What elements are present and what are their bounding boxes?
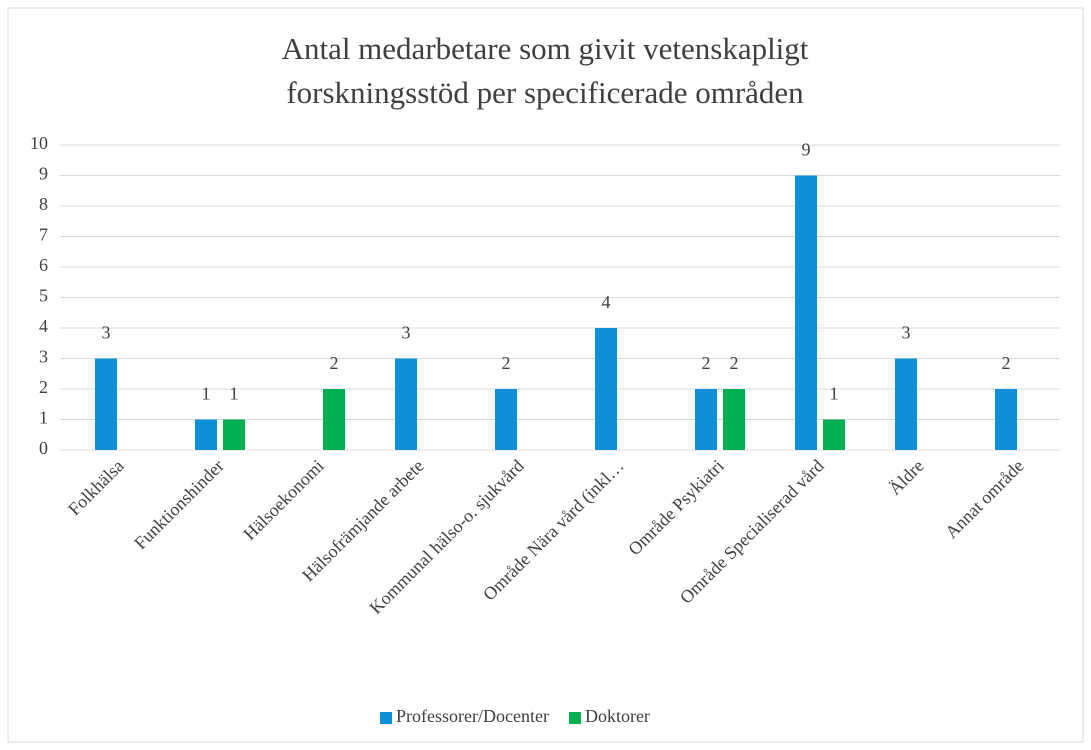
y-tick-label: 0 (39, 438, 48, 458)
data-label: 4 (602, 292, 611, 312)
legend-label: Doktorer (585, 706, 650, 726)
bar (795, 175, 817, 450)
y-tick-label: 6 (39, 255, 48, 275)
data-label: 9 (802, 140, 811, 160)
data-label: 1 (202, 384, 211, 404)
data-label: 2 (1002, 353, 1011, 373)
y-tick-label: 2 (39, 377, 48, 397)
data-label: 2 (330, 353, 339, 373)
legend-label: Professorer/Docenter (396, 706, 549, 726)
chart-border (7, 7, 1084, 743)
data-label: 2 (702, 353, 711, 373)
chart-title: Antal medarbetare som givit vetenskaplig… (282, 31, 809, 66)
bar (723, 389, 745, 450)
bar (395, 358, 417, 450)
bar (323, 389, 345, 450)
data-label: 1 (830, 384, 839, 404)
data-label: 3 (902, 323, 911, 343)
bar (823, 419, 845, 450)
data-label: 2 (730, 353, 739, 373)
y-tick-label: 8 (39, 194, 48, 214)
y-tick-label: 1 (39, 408, 48, 428)
y-tick-label: 9 (39, 164, 48, 184)
bar (595, 328, 617, 450)
bar (95, 358, 117, 450)
bar (495, 389, 517, 450)
bar (195, 419, 217, 450)
y-tick-label: 7 (39, 225, 48, 245)
y-tick-label: 5 (39, 286, 48, 306)
y-tick-label: 10 (30, 133, 48, 153)
y-tick-label: 3 (39, 347, 48, 367)
chart-title: forskningsstöd per specificerade områden (286, 75, 804, 110)
data-label: 1 (230, 384, 239, 404)
y-tick-label: 4 (39, 316, 48, 336)
bar (895, 358, 917, 450)
bar (995, 389, 1017, 450)
bar (695, 389, 717, 450)
legend-swatch (380, 712, 392, 724)
data-label: 3 (402, 323, 411, 343)
data-label: 3 (102, 323, 111, 343)
legend-swatch (568, 712, 581, 724)
data-label: 2 (502, 353, 511, 373)
bar (223, 419, 245, 450)
